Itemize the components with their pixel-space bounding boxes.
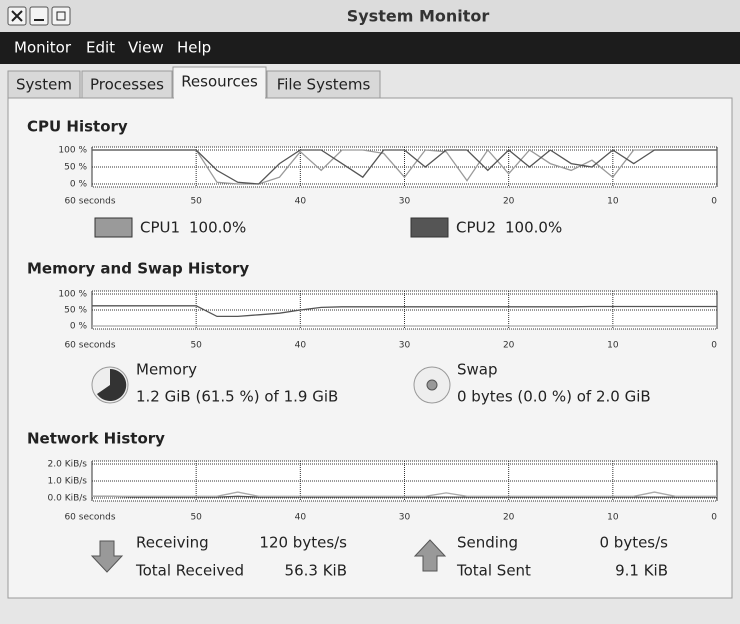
- legend-name: Swap: [457, 361, 498, 379]
- minimize-button[interactable]: [29, 6, 49, 26]
- tab-label[interactable]: Processes: [90, 76, 164, 94]
- y-tick-label: 0 %: [70, 180, 88, 190]
- stat-value: 120 bytes/s: [259, 534, 347, 552]
- tab-join: [174, 97, 265, 99]
- series-line: [92, 491, 717, 497]
- close-icon: [11, 10, 23, 22]
- series-line: [92, 149, 717, 185]
- legend-swatch[interactable]: [94, 217, 133, 238]
- legend-name: Memory: [136, 361, 197, 379]
- series-line: [92, 305, 717, 318]
- x-tick-label: 10: [607, 197, 619, 207]
- legend-value: 100.0%: [189, 219, 246, 237]
- x-tick-label: 0: [711, 341, 717, 351]
- x-tick-label: 50: [190, 341, 202, 351]
- x-tick-label: 30: [399, 513, 411, 523]
- tab-label[interactable]: Resources: [181, 73, 258, 91]
- y-tick-label: 50 %: [64, 306, 87, 316]
- menu-item[interactable]: Edit: [86, 39, 115, 57]
- x-tick-label: 30: [399, 197, 411, 207]
- stat-label: Receiving: [136, 534, 209, 552]
- x-tick-label: 40: [295, 341, 307, 351]
- section-title: CPU History: [27, 118, 128, 136]
- x-tick-label: 10: [607, 513, 619, 523]
- menu-item[interactable]: Monitor: [14, 39, 72, 57]
- x-tick-label: 60 seconds: [64, 341, 115, 351]
- x-tick-label: 50: [190, 197, 202, 207]
- maximize-button[interactable]: [51, 6, 71, 26]
- window-buttons: [7, 6, 71, 26]
- y-tick-label: 0.0 KiB/s: [48, 494, 88, 504]
- x-tick-label: 30: [399, 341, 411, 351]
- tab-label[interactable]: File Systems: [277, 76, 371, 94]
- y-tick-label: 100 %: [58, 146, 87, 156]
- legend-name: CPU1: [140, 219, 180, 237]
- stat-value: 9.1 KiB: [615, 562, 668, 580]
- legend-value: 100.0%: [505, 219, 562, 237]
- menu-item[interactable]: Help: [177, 39, 211, 57]
- receive-arrow: [90, 540, 124, 573]
- series-line: [92, 495, 717, 498]
- legend-detail: 0 bytes (0.0 %) of 2.0 GiB: [457, 388, 651, 406]
- y-tick-label: 1.0 KiB/s: [48, 477, 88, 487]
- x-tick-label: 10: [607, 341, 619, 351]
- menu-item[interactable]: View: [128, 39, 164, 57]
- x-tick-label: 60 seconds: [64, 197, 115, 207]
- stat-value: 56.3 KiB: [285, 562, 347, 580]
- stat-label: Sending: [457, 534, 518, 552]
- stat-label: Total Received: [135, 562, 244, 580]
- y-tick-label: 0 %: [70, 322, 88, 332]
- y-tick-label: 100 %: [58, 290, 87, 300]
- x-tick-label: 0: [711, 197, 717, 207]
- x-tick-label: 20: [503, 513, 515, 523]
- section-title: Memory and Swap History: [27, 260, 249, 278]
- window-title: System Monitor: [347, 7, 490, 26]
- tab[interactable]: [266, 70, 381, 99]
- tab[interactable]: [7, 70, 81, 99]
- title-bar: [0, 0, 740, 32]
- stat-label: Total Sent: [456, 562, 531, 580]
- x-tick-label: 40: [295, 513, 307, 523]
- maximize-icon: [56, 11, 66, 21]
- x-tick-label: 40: [295, 197, 307, 207]
- tab-label[interactable]: System: [16, 76, 72, 94]
- x-tick-label: 60 seconds: [64, 513, 115, 523]
- memory-pie: [97, 368, 127, 401]
- stat-value: 0 bytes/s: [599, 534, 668, 552]
- legend-name: CPU2: [456, 219, 496, 237]
- x-tick-label: 0: [711, 513, 717, 523]
- legend-detail: 1.2 GiB (61.5 %) of 1.9 GiB: [136, 388, 338, 406]
- x-tick-label: 20: [503, 341, 515, 351]
- menu-bar: [0, 32, 740, 64]
- x-tick-label: 50: [190, 513, 202, 523]
- send-arrow: [413, 539, 447, 572]
- y-tick-label: 2.0 KiB/s: [48, 460, 88, 470]
- section-title: Network History: [27, 430, 165, 448]
- tab[interactable]: [81, 70, 173, 99]
- y-tick-label: 50 %: [64, 163, 87, 173]
- x-tick-label: 20: [503, 197, 515, 207]
- swap-dot: [426, 379, 438, 391]
- legend-swatch[interactable]: [410, 217, 449, 238]
